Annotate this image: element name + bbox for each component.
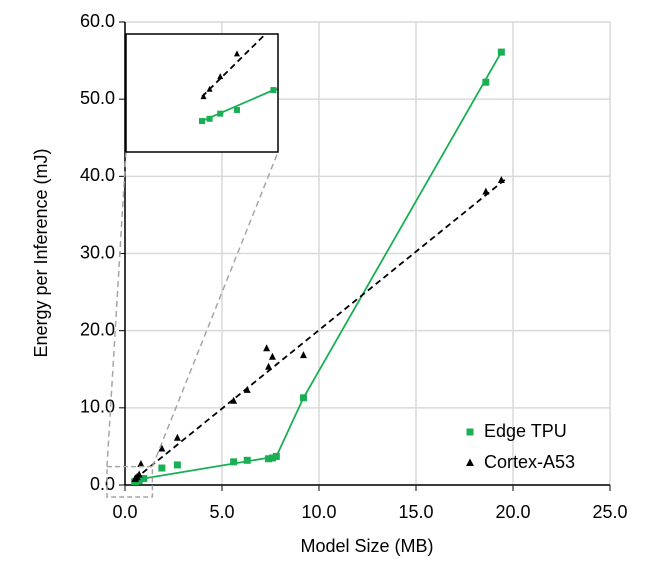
square-marker [243, 456, 251, 464]
triangle-marker [230, 396, 238, 404]
square-marker [272, 452, 280, 460]
square-marker [497, 48, 505, 56]
square-marker [217, 110, 224, 117]
y-tick-label: 40.0 [80, 165, 115, 185]
triangle-marker [497, 175, 505, 183]
x-tick-label: 25.0 [592, 502, 627, 522]
inset-frame [125, 33, 279, 153]
inset-plot [199, 34, 278, 125]
zoom-box [106, 465, 154, 498]
x-tick-label: 5.0 [209, 502, 234, 522]
x-tick-label: 10.0 [301, 502, 336, 522]
y-tick-label: 50.0 [80, 88, 115, 108]
triangle-marker [233, 50, 240, 57]
square-marker [158, 464, 166, 472]
x-tick-label: 15.0 [398, 502, 433, 522]
square-marker [482, 78, 490, 86]
triangle-marker [299, 351, 307, 359]
triangle-marker [206, 85, 213, 92]
zoom-connector [151, 151, 279, 467]
y-tick-label: 0.0 [90, 474, 115, 494]
legend-label: Edge TPU [484, 421, 567, 441]
y-tick-label: 20.0 [80, 319, 115, 339]
fit-line [134, 178, 506, 480]
square-marker [206, 115, 213, 122]
triangle-marker [243, 385, 251, 393]
square-marker [268, 454, 276, 462]
triangle-marker [263, 344, 271, 352]
triangle-marker [265, 362, 273, 370]
square-marker [265, 455, 273, 463]
plot-area [131, 48, 506, 485]
zoom-connector [106, 151, 127, 467]
triangle-marker [200, 93, 207, 100]
square-marker [173, 461, 181, 469]
triangle-marker [158, 444, 166, 452]
inset-background [126, 34, 278, 152]
triangle-marker [173, 433, 181, 441]
square-marker [299, 394, 307, 402]
square-marker [230, 458, 238, 466]
square-marker [140, 475, 148, 483]
square-marker [270, 87, 277, 94]
legend-label: Cortex-A53 [484, 452, 575, 472]
square-marker [199, 118, 205, 125]
y-axis-title: Energy per Inference (mJ) [31, 148, 51, 357]
y-tick-label: 60.0 [80, 11, 115, 31]
x-axis-title: Model Size (MB) [300, 536, 433, 556]
fit-line [201, 88, 278, 122]
square-marker [233, 106, 240, 113]
y-tick-label: 30.0 [80, 242, 115, 262]
triangle-marker [482, 187, 490, 195]
triangle-marker [217, 73, 224, 80]
y-tick-label: 10.0 [80, 397, 115, 417]
legend-marker [466, 458, 474, 466]
x-tick-label: 20.0 [495, 502, 530, 522]
triangle-marker [268, 352, 276, 360]
triangle-marker [137, 459, 145, 467]
square-marker [135, 477, 143, 485]
triangle-marker [135, 470, 143, 478]
x-tick-label: 0.0 [112, 502, 137, 522]
legend-marker [466, 428, 474, 436]
